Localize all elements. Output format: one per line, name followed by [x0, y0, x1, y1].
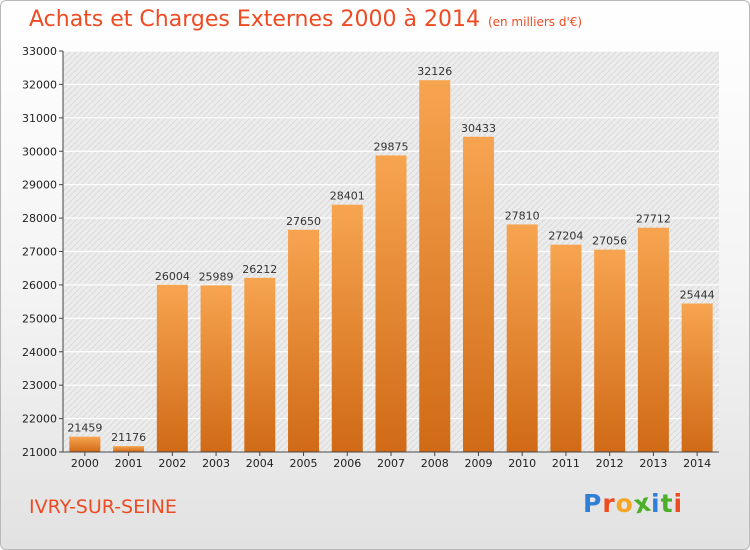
- y-tick-label: 33000: [22, 45, 57, 58]
- bar-2001: [113, 446, 145, 452]
- x-tick-label: 2005: [290, 457, 318, 470]
- value-label: 32126: [417, 65, 452, 78]
- chart-title-block: Achats et Charges Externes 2000 à 2014 (e…: [29, 7, 582, 32]
- bar-2005: [288, 229, 320, 452]
- value-label: 27204: [548, 230, 583, 243]
- chart-unit: (en milliers d'€): [487, 15, 583, 29]
- value-label: 27712: [636, 213, 671, 226]
- value-label: 27810: [505, 209, 540, 222]
- y-tick-label: 32000: [22, 78, 57, 91]
- bar-chart: 21000 22000 23000 24000 25000 26000 27000 28000…: [22, 45, 719, 470]
- y-tick-label: 26000: [22, 279, 57, 292]
- logo-letter: r: [602, 489, 616, 518]
- x-tick-label: 2004: [246, 457, 274, 470]
- value-label: 27650: [286, 215, 321, 228]
- bar-2010: [506, 224, 538, 452]
- x-tick-label: 2000: [71, 457, 99, 470]
- logo-letter: P: [583, 489, 603, 518]
- y-tick-label: 29000: [22, 179, 57, 192]
- y-tick-label: 25000: [22, 312, 57, 325]
- value-label: 30433: [461, 122, 496, 135]
- y-tick-label: 23000: [22, 379, 57, 392]
- x-tick-label: 2012: [596, 457, 624, 470]
- value-label: 28401: [330, 190, 365, 203]
- bar-2002: [156, 284, 188, 452]
- value-label: 26212: [242, 263, 277, 276]
- x-tick-label: 2013: [639, 457, 667, 470]
- bar-2006: [331, 204, 363, 452]
- value-label: 29875: [374, 140, 409, 153]
- bar-2008: [419, 80, 451, 452]
- place-name: IVRY-SUR-SEINE: [29, 496, 177, 518]
- x-tick-label: 2006: [333, 457, 361, 470]
- logo-letter: i: [651, 489, 661, 518]
- bar-2014: [681, 303, 713, 452]
- y-tick-label: 24000: [22, 346, 57, 359]
- x-tick-label: 2001: [115, 457, 143, 470]
- logo-letter: t: [660, 489, 674, 518]
- proxiti-logo: Proxiti: [583, 488, 684, 520]
- x-tick-label: 2009: [464, 457, 492, 470]
- x-tick-label: 2002: [158, 457, 186, 470]
- chart-title: Achats et Charges Externes 2000 à 2014: [29, 7, 480, 32]
- bar-2004: [244, 277, 276, 452]
- x-tick-label: 2014: [683, 457, 711, 470]
- value-label: 26004: [155, 270, 190, 283]
- bar-2011: [550, 244, 582, 452]
- logo-letter: i: [673, 489, 684, 518]
- y-tick-label: 28000: [22, 212, 57, 225]
- bar-2013: [637, 227, 669, 452]
- x-tick-label: 2003: [202, 457, 230, 470]
- value-label: 25989: [199, 270, 234, 283]
- bar-2007: [375, 155, 407, 453]
- bar-2000: [69, 436, 101, 452]
- value-label: 21459: [67, 422, 102, 435]
- logo-letter: o: [615, 489, 634, 518]
- y-tick-label: 30000: [22, 145, 57, 158]
- bar-2003: [200, 285, 232, 452]
- value-label: 21176: [111, 431, 146, 444]
- x-tick-label: 2008: [421, 457, 449, 470]
- bar-2009: [462, 136, 494, 452]
- y-tick-label: 22000: [22, 413, 57, 426]
- y-tick-label: 31000: [22, 112, 57, 125]
- value-label: 25444: [680, 288, 715, 301]
- x-tick-label: 2010: [508, 457, 536, 470]
- value-label: 27056: [592, 235, 627, 248]
- x-tick-label: 2007: [377, 457, 405, 470]
- bar-2012: [594, 249, 626, 452]
- y-tick-label: 27000: [22, 246, 57, 259]
- y-tick-label: 21000: [22, 446, 57, 459]
- x-tick-label: 2011: [552, 457, 580, 470]
